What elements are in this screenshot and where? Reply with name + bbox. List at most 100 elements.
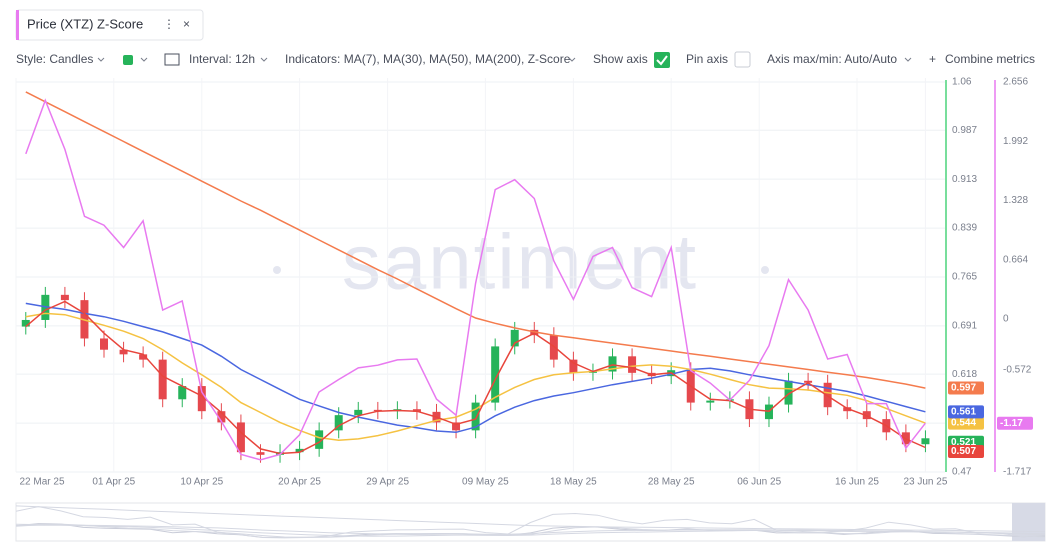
x-tick-label: 06 Jun 25 <box>737 477 781 488</box>
value-badge-label: 0.521 <box>951 437 976 448</box>
y2-tick-label: 1.328 <box>1003 195 1028 206</box>
candle-body <box>471 402 480 431</box>
tab-close[interactable]: × <box>183 17 190 31</box>
y-tick-label: 0.47 <box>952 467 972 478</box>
y2-tick-label: 0.664 <box>1003 254 1028 265</box>
combine-plus[interactable]: + <box>929 52 936 66</box>
x-tick-label: 01 Apr 25 <box>92 477 135 488</box>
show-axis-checkbox[interactable] <box>654 52 670 68</box>
value-badge <box>948 445 984 459</box>
y-tick-label: 0.913 <box>952 174 977 185</box>
candle-body <box>197 386 206 412</box>
value-badge-label: 0.597 <box>951 383 976 394</box>
tab-title: Price (XTZ) Z-Score <box>27 16 143 31</box>
value-badge <box>997 416 1033 430</box>
candle-body <box>784 380 793 405</box>
y2-tick-label: 0 <box>1003 314 1009 325</box>
navigator-line <box>15 506 1046 539</box>
watermark: santiment <box>342 218 698 306</box>
x-tick-label: 18 May 25 <box>550 477 597 488</box>
candle-body <box>315 430 324 449</box>
show-axis-label[interactable]: Show axis <box>593 52 648 66</box>
value-badge <box>948 381 984 395</box>
navigator-line <box>15 524 1046 537</box>
candle-body <box>334 415 343 431</box>
color-picker[interactable] <box>123 55 133 65</box>
y-tick-label: 0.765 <box>952 272 977 283</box>
candle-body <box>100 338 109 350</box>
tab-menu[interactable]: ⋮ <box>163 17 175 31</box>
x-tick-label: 29 Apr 25 <box>366 477 409 488</box>
value-badge-label: 0.544 <box>951 418 976 429</box>
series-line <box>25 302 926 434</box>
candle-body <box>119 349 128 355</box>
x-tick-label: 23 Jun 25 <box>903 477 947 488</box>
candle-body <box>452 422 461 431</box>
y-tick-label: 1.06 <box>952 77 972 88</box>
interval-select[interactable]: Interval: 12h <box>189 52 255 66</box>
x-tick-label: 22 Mar 25 <box>19 477 64 488</box>
chevron <box>904 57 912 62</box>
x-tick-label: 09 May 25 <box>462 477 509 488</box>
y2-tick-label: 2.656 <box>1003 77 1028 88</box>
candle-body <box>178 386 187 400</box>
candle-body <box>628 356 637 373</box>
navigator-line <box>15 523 1046 539</box>
chevron <box>260 57 268 62</box>
candle-body <box>706 400 715 403</box>
y2-tick-label: 1.992 <box>1003 136 1028 147</box>
watermark-dot <box>761 266 769 274</box>
candle-body <box>354 409 363 416</box>
y2-tick-label: -1.717 <box>1003 467 1032 478</box>
navigator-line <box>15 523 1046 537</box>
chevron <box>568 57 576 62</box>
series-line <box>25 98 926 461</box>
candle-body <box>823 382 832 408</box>
candle-body <box>608 356 617 372</box>
x-tick-label: 16 Jun 25 <box>835 477 879 488</box>
navigator-line <box>15 523 1046 538</box>
y-tick-label: 0.839 <box>952 223 977 234</box>
value-badge <box>948 416 984 430</box>
indicators-select[interactable]: Indicators: MA(7), MA(30), MA(50), MA(20… <box>285 52 571 66</box>
candle-body <box>804 380 813 383</box>
series-line <box>25 300 926 455</box>
series-line <box>25 91 926 389</box>
chevron <box>97 57 105 62</box>
chevron <box>140 57 148 62</box>
candle-body <box>295 448 304 453</box>
pin-axis-checkbox[interactable] <box>734 51 751 68</box>
navigator-line <box>15 505 1046 533</box>
tab-accent <box>16 10 19 40</box>
pin-axis-label[interactable]: Pin axis <box>686 52 728 66</box>
plot <box>15 78 945 473</box>
x-tick-label: 10 Apr 25 <box>180 477 223 488</box>
value-badge-label: 0.561 <box>951 406 976 417</box>
tab[interactable]: Price (XTZ) Z-Score ⋮ × <box>15 9 204 41</box>
style-select[interactable]: Style: Candles <box>16 52 93 66</box>
y-tick-label: 0.987 <box>952 125 977 136</box>
series-line <box>25 312 926 442</box>
candle-body <box>60 294 69 301</box>
x-tick-label: 28 May 25 <box>648 477 695 488</box>
candle-body <box>217 411 226 423</box>
candle-body <box>256 452 265 455</box>
axis-minmax-select[interactable]: Axis max/min: Auto/Auto <box>767 52 897 66</box>
y-tick-label: 0.618 <box>952 369 977 380</box>
watermark-dot <box>273 266 281 274</box>
y-tick-label: 0.691 <box>952 321 977 332</box>
value-badge <box>948 405 984 419</box>
candle-body <box>236 422 245 453</box>
toolbar: Style: Candles Interval: 12h Indicators:… <box>16 51 1035 68</box>
check <box>656 55 668 66</box>
combine-metrics[interactable]: Combine metrics <box>945 52 1035 66</box>
y2-tick-label: -0.572 <box>1003 365 1032 376</box>
interval-icon <box>164 53 180 66</box>
candle-body <box>510 329 519 347</box>
candle-body <box>21 319 30 327</box>
x-tick-label: 20 Apr 25 <box>278 477 321 488</box>
candle-body <box>139 354 148 360</box>
candle-body <box>569 359 578 373</box>
